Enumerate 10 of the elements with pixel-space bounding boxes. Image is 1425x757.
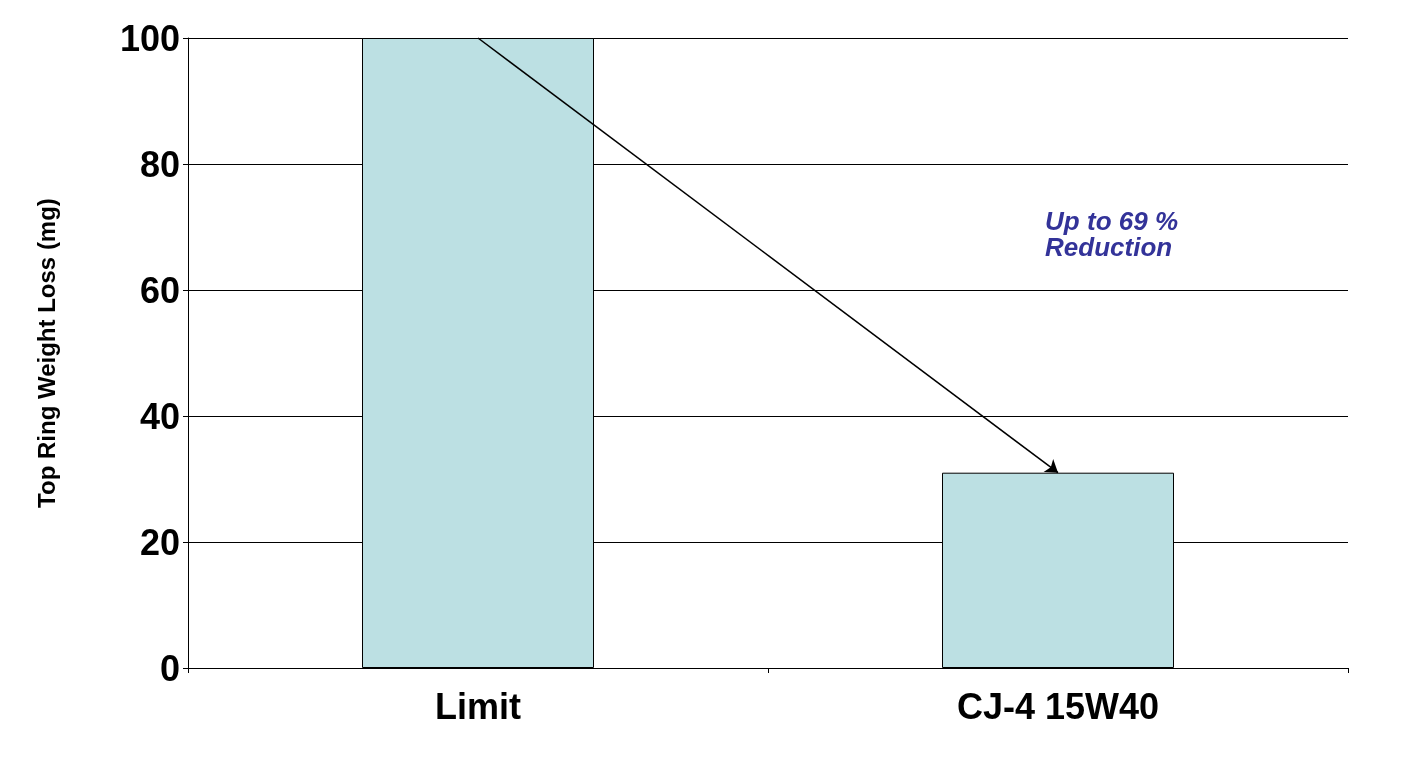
- y-tick-label: 0: [159, 647, 180, 689]
- y-tick-label: 20: [139, 521, 180, 563]
- x-tick-label: CJ-4 15W40: [956, 685, 1160, 727]
- y-axis-title: Top Ring Weight Loss (mg): [32, 198, 60, 508]
- annotation: Up to 69 % Reduction: [1045, 206, 1179, 262]
- y-tick-label: 40: [139, 395, 180, 437]
- y-tick-label: 60: [139, 269, 180, 311]
- y-tick-label: 100: [119, 17, 180, 59]
- x-tick-label: Limit: [435, 685, 521, 727]
- y-tick-label: 80: [139, 143, 180, 185]
